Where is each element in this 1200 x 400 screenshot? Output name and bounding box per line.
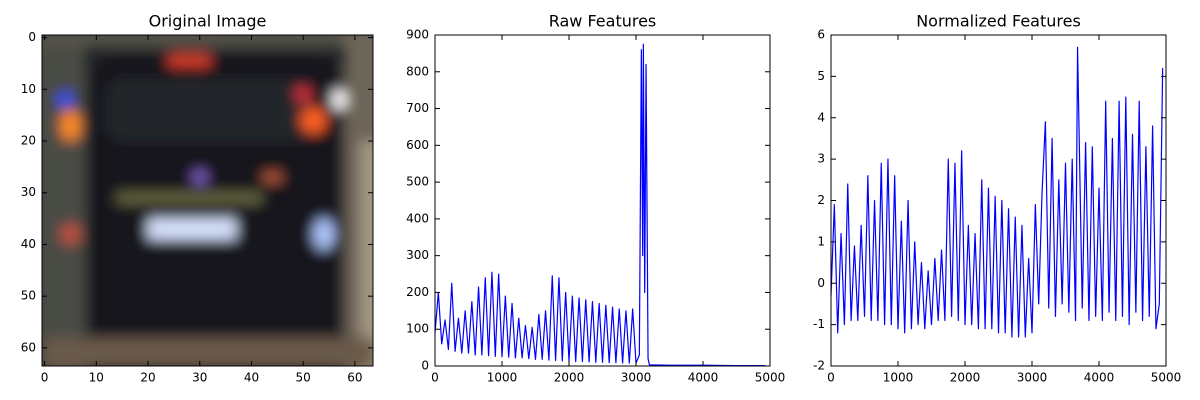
x-tick-label: 60 [347, 371, 362, 385]
chart-title: Raw Features [549, 12, 657, 31]
y-tick-label: 700 [406, 101, 429, 115]
x-tick-label: 2000 [950, 371, 981, 385]
x-tick-label: 5000 [755, 371, 786, 385]
y-tick-label: 3 [817, 152, 825, 166]
y-tick-label: 1 [817, 234, 825, 248]
y-tick-label: 0 [28, 30, 36, 44]
x-tick-label: 5000 [1151, 371, 1182, 385]
x-tick-label: 3000 [621, 371, 652, 385]
y-tick-label: 5 [817, 69, 825, 83]
x-tick-label: 0 [431, 371, 439, 385]
x-tick-label: 2000 [554, 371, 585, 385]
y-tick-label: 200 [406, 285, 429, 299]
x-tick-label: 30 [192, 371, 207, 385]
y-tick-label: 50 [21, 289, 36, 303]
axes-frame [830, 34, 1167, 367]
x-tick-label: 40 [244, 371, 259, 385]
x-tick-label: 1000 [487, 371, 518, 385]
data-line [830, 46, 1164, 338]
x-tick-label: 0 [41, 371, 49, 385]
axes-frame [434, 34, 771, 367]
y-tick-label: 600 [406, 138, 429, 152]
y-tick-label: 30 [21, 185, 36, 199]
y-tick-label: 100 [406, 322, 429, 336]
axes-frame [41, 34, 374, 367]
x-tick-label: 1000 [883, 371, 914, 385]
x-tick-label: 0 [827, 371, 835, 385]
x-tick-label: 50 [296, 371, 311, 385]
y-tick-label: 20 [21, 134, 36, 148]
image [42, 35, 373, 366]
y-tick-label: 300 [406, 248, 429, 262]
x-tick-label: 10 [89, 371, 104, 385]
y-tick-label: 2 [817, 193, 825, 207]
y-tick-label: 6 [817, 28, 825, 42]
y-tick-label: 60 [21, 340, 36, 354]
y-tick-label: -2 [813, 359, 825, 373]
chart-title: Original Image [149, 12, 267, 31]
x-tick-label: 4000 [688, 371, 719, 385]
y-tick-label: 0 [421, 359, 429, 373]
chart-title: Normalized Features [916, 12, 1081, 31]
x-tick-label: 4000 [1084, 371, 1115, 385]
y-tick-label: -1 [813, 317, 825, 331]
y-tick-label: 500 [406, 175, 429, 189]
y-tick-label: 800 [406, 64, 429, 78]
y-tick-label: 900 [406, 28, 429, 42]
y-tick-label: 4 [817, 110, 825, 124]
x-tick-label: 20 [140, 371, 155, 385]
y-tick-label: 0 [817, 276, 825, 290]
y-tick-label: 10 [21, 82, 36, 96]
y-tick-label: 40 [21, 237, 36, 251]
y-tick-label: 400 [406, 211, 429, 225]
data-line [434, 43, 766, 367]
x-tick-label: 3000 [1017, 371, 1048, 385]
